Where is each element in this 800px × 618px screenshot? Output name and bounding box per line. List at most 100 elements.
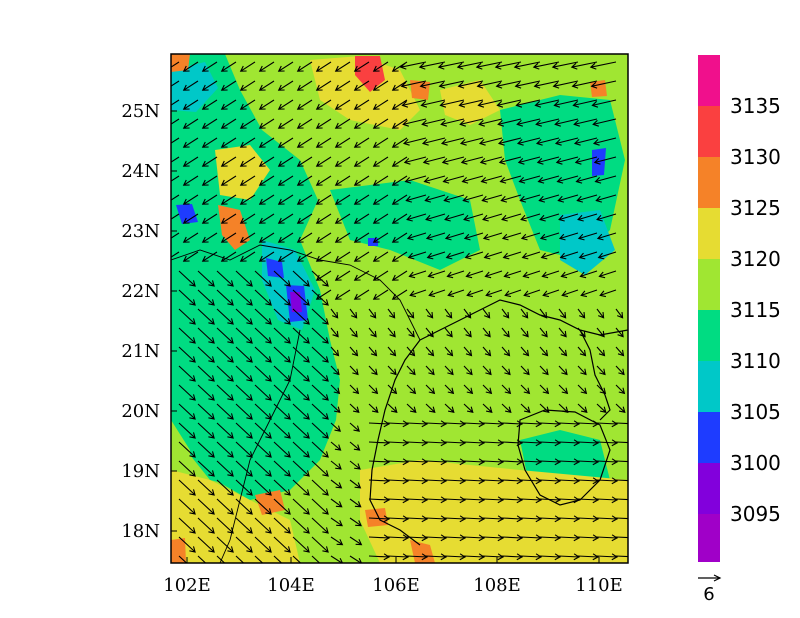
wind-vector [520, 327, 529, 338]
wind-vector [353, 289, 370, 300]
wind-vector [197, 422, 215, 439]
wind-vector [463, 346, 473, 357]
wind-vector [372, 175, 389, 186]
wind-vector [577, 403, 588, 414]
wind-vector [216, 479, 234, 496]
wind-vector [520, 232, 541, 241]
wind-vector [425, 553, 448, 561]
wind-vector [558, 496, 581, 504]
wind-vector [220, 194, 237, 205]
wind-vector [292, 289, 310, 306]
wind-vector [239, 99, 256, 110]
wind-vector [330, 384, 341, 395]
wind-vector [497, 137, 522, 146]
wind-vector [349, 441, 361, 451]
wind-vector [254, 517, 272, 534]
wind-vector [178, 479, 196, 496]
wind-vector [444, 365, 454, 376]
wind-vector [258, 80, 275, 91]
wind-vector [406, 420, 429, 428]
wind-vector [334, 61, 351, 72]
wind-vector [463, 515, 486, 523]
wind-vector [258, 175, 275, 186]
wind-vector [368, 496, 391, 504]
wind-vector [182, 194, 199, 205]
wind-vector [596, 308, 605, 319]
wind-vector [368, 534, 391, 542]
colorbar-label: 3095 [730, 502, 781, 526]
lat-tick-label: 25N [121, 101, 160, 122]
wind-vector [463, 327, 472, 338]
wind-vector [368, 308, 377, 319]
wind-vector [597, 251, 617, 260]
wind-vector [254, 403, 272, 420]
wind-vector [216, 403, 234, 420]
wind-vector [353, 251, 370, 262]
wind-vector [197, 384, 215, 401]
wind-vector [596, 439, 619, 447]
wind-vector [537, 175, 560, 184]
wind-vector [315, 213, 332, 224]
wind-vector [482, 534, 505, 542]
wind-vector [349, 365, 359, 376]
wind-vector [535, 118, 560, 127]
colorbar-cell [698, 514, 720, 562]
wind-vector [425, 515, 448, 523]
lon-axis: 102E 104E 106E 108E 110E [163, 575, 623, 596]
wind-vector [539, 213, 560, 222]
wind-vector [444, 515, 467, 523]
wind-vector [443, 194, 465, 203]
wind-vector [554, 137, 579, 146]
wind-vector [235, 365, 253, 382]
wind-vector [572, 99, 598, 108]
wind-vector [368, 420, 391, 428]
wind-vector [330, 365, 340, 376]
wind-vector [182, 137, 199, 148]
wind-vector [439, 99, 465, 108]
wind-vector [425, 213, 446, 222]
wind-vector [315, 232, 332, 243]
wind-vector [171, 232, 180, 239]
wind-vector [258, 118, 275, 129]
wind-vector [277, 137, 294, 148]
wind-vector [334, 80, 351, 91]
wind-vector [254, 365, 272, 382]
wind-vector [497, 118, 522, 127]
wind-vector [201, 194, 218, 205]
wind-vector [538, 194, 560, 203]
colorbar-cell [698, 412, 720, 463]
wind-vector [349, 479, 362, 489]
wind-vector [178, 498, 196, 515]
wind-vector [330, 327, 339, 338]
wind-vector [577, 477, 600, 485]
wind-vector [578, 251, 598, 260]
wind-vector [315, 61, 332, 72]
wind-vector [372, 137, 389, 148]
wind-vector [171, 156, 180, 163]
wind-vector [182, 61, 199, 72]
wind-vector [518, 175, 541, 184]
wind-vector [559, 251, 579, 260]
wind-vector [235, 403, 253, 420]
wind-vector [422, 156, 446, 165]
wind-vector [425, 384, 436, 395]
colorbar-cell [698, 106, 720, 157]
wind-vector [273, 422, 291, 439]
wind-vector [481, 194, 503, 203]
orange-spot-north [410, 80, 430, 100]
wind-vector [425, 308, 434, 319]
wind-vector [349, 517, 362, 527]
wind-vector [541, 270, 560, 279]
wind-vector [171, 99, 180, 106]
wind-vector [503, 270, 522, 279]
hainan-coast [517, 409, 611, 506]
wind-vector [577, 365, 587, 376]
wind-vector [444, 327, 453, 338]
wind-vector [615, 422, 628, 425]
wind-vector [368, 384, 379, 395]
wind-vector [523, 289, 541, 298]
wind-vector [596, 346, 606, 357]
tick-marks [171, 110, 600, 563]
wind-vector [311, 498, 329, 515]
wind-vector [254, 270, 272, 287]
